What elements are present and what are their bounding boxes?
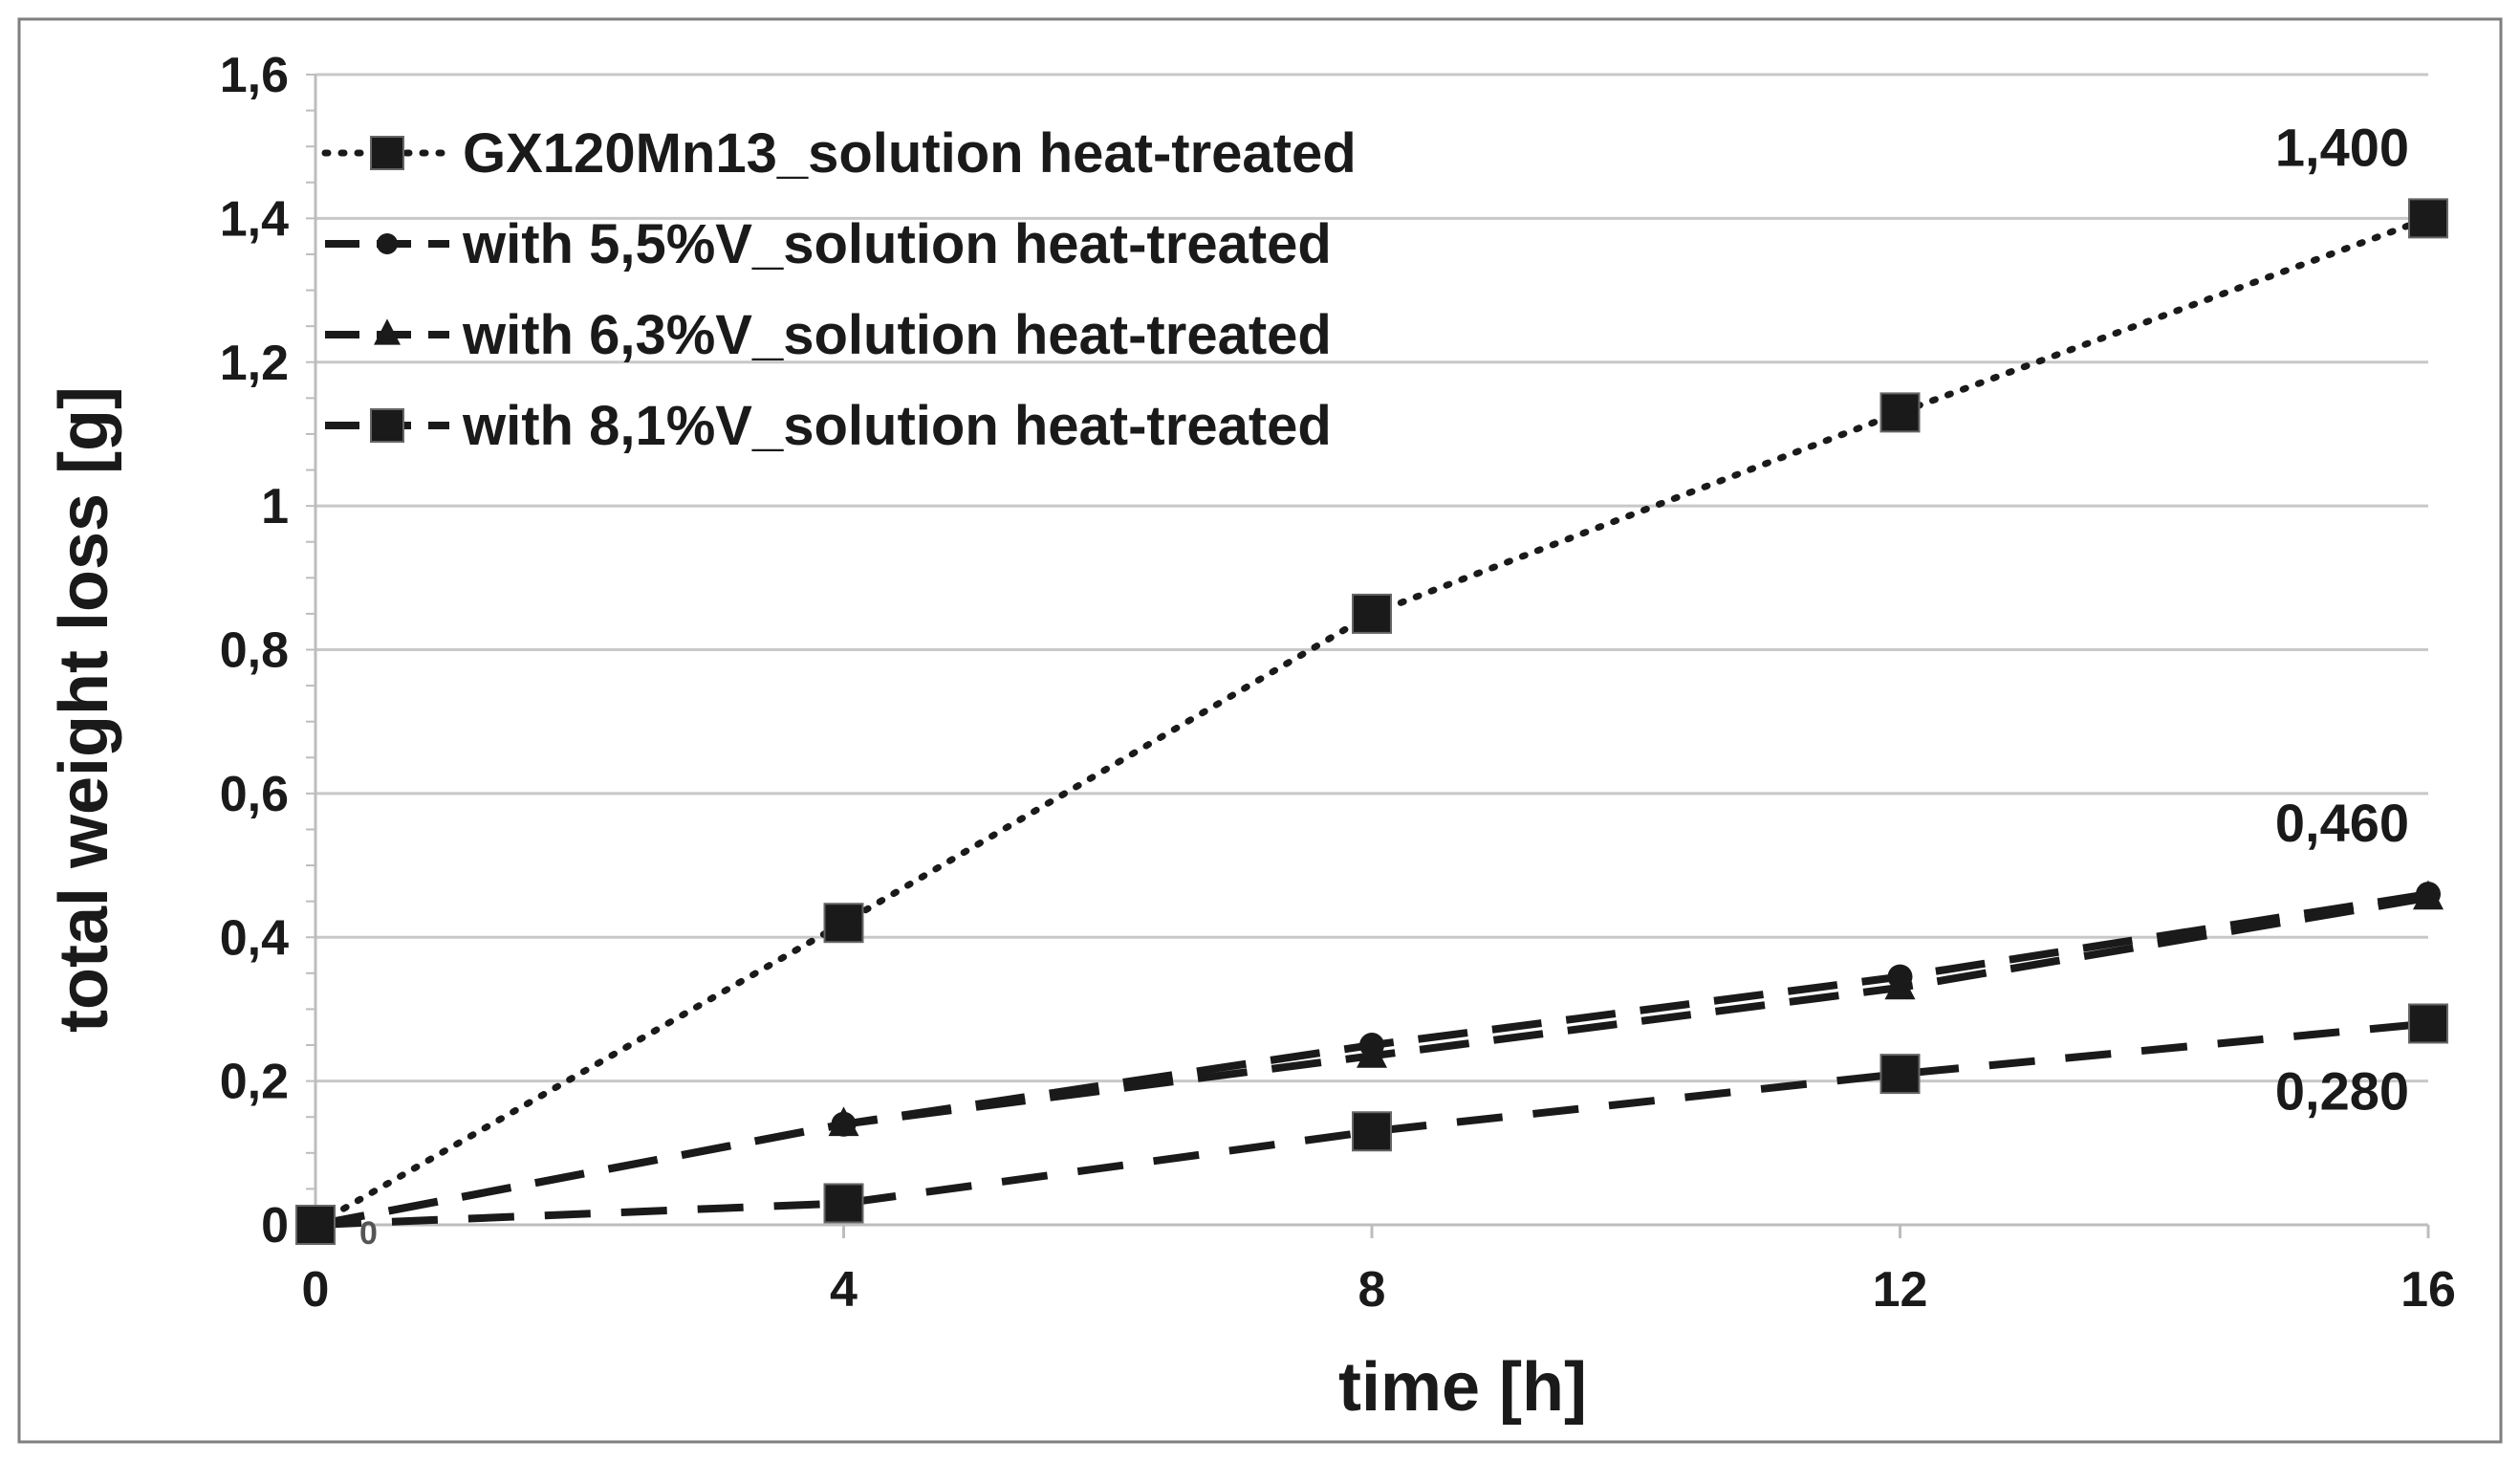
series-line-with-8-1-v-solution-heat-treated <box>315 1019 2429 1229</box>
data-point-with-6-3-v-solution-heat-treated <box>828 1106 859 1137</box>
data-point-gx120mn13-solution-heat-treated <box>1879 392 1921 433</box>
data-label: 0 <box>359 1215 378 1252</box>
y-tick-label: 0,4 <box>220 910 289 966</box>
annotation-layer: 1,400 0,460 0,280 0 <box>359 117 2409 1252</box>
data-label: 1,400 <box>2275 117 2409 177</box>
legend-label: GX120Mn13_solution heat-treated <box>463 122 1357 185</box>
y-tick-label: 1,6 <box>220 48 289 103</box>
series-with-8-1-v-solution-heat-treated <box>295 1003 2448 1245</box>
legend-label: with 5,5%V_solution heat-treated <box>462 213 1332 275</box>
legend-label: with 6,3%V_solution heat-treated <box>462 304 1332 366</box>
data-point-gx120mn13-solution-heat-treated <box>1352 593 1392 634</box>
y-axis-title: total weight loss [g] <box>46 386 122 1033</box>
data-point-with-8-1-v-solution-heat-treated <box>1879 1054 1921 1095</box>
series-gx120mn13-solution-heat-treated <box>295 198 2448 1245</box>
data-point-with-6-3-v-solution-heat-treated <box>2413 880 2444 910</box>
legend-item-with-6-3-v-solution-heat-treated: with 6,3%V_solution heat-treated <box>325 304 1332 366</box>
legend-item-with-8-1-v-solution-heat-treated: with 8,1%V_solution heat-treated <box>325 395 1332 457</box>
y-tick-label: 1 <box>261 479 289 534</box>
data-point-with-8-1-v-solution-heat-treated <box>295 1205 336 1245</box>
y-tick-label: 1,4 <box>220 191 289 247</box>
y-tick-label: 0,2 <box>220 1055 289 1110</box>
y-tick-label: 0 <box>261 1198 289 1254</box>
y-tick-label: 1,2 <box>220 336 289 391</box>
legend-marker <box>377 233 398 254</box>
data-label: 0,460 <box>2275 793 2409 853</box>
y-tick-label: 0,8 <box>220 623 289 679</box>
y-tick-label: 0,6 <box>220 767 289 822</box>
x-tick-label: 8 <box>1358 1262 1386 1318</box>
data-point-gx120mn13-solution-heat-treated <box>823 903 864 944</box>
data-point-gx120mn13-solution-heat-treated <box>2408 198 2448 239</box>
data-point-with-8-1-v-solution-heat-treated <box>2408 1003 2448 1044</box>
data-point-with-8-1-v-solution-heat-treated <box>1352 1111 1392 1152</box>
x-tick-label: 16 <box>2401 1262 2456 1318</box>
data-label: 0,280 <box>2275 1060 2409 1121</box>
legend-item-gx120mn13-solution-heat-treated: GX120Mn13_solution heat-treated <box>321 122 1357 185</box>
legend-label: with 8,1%V_solution heat-treated <box>462 395 1332 457</box>
legend-marker <box>370 136 404 170</box>
x-tick-label: 0 <box>302 1262 330 1318</box>
x-axis-title: time [h] <box>1338 1349 1587 1426</box>
axis-layer: 0 0,2 0,4 0,6 0,8 1 1,2 1,4 1,6 0 4 8 12 16 <box>220 48 2456 1318</box>
legend-marker <box>370 408 404 443</box>
grid-layer <box>315 73 2428 1083</box>
data-point-with-6-3-v-solution-heat-treated <box>1357 1037 1387 1068</box>
data-point-with-6-3-v-solution-heat-treated <box>1884 970 1916 1000</box>
data-point-with-8-1-v-solution-heat-treated <box>823 1183 864 1224</box>
x-tick-label: 12 <box>1873 1262 1928 1318</box>
x-tick-label: 4 <box>830 1262 858 1318</box>
legend: GX120Mn13_solution heat-treated with 5,5%… <box>321 122 1357 457</box>
series-layer <box>295 198 2448 1245</box>
legend-marker <box>374 318 401 345</box>
legend-item-with-5-5-v-solution-heat-treated: with 5,5%V_solution heat-treated <box>325 213 1332 275</box>
